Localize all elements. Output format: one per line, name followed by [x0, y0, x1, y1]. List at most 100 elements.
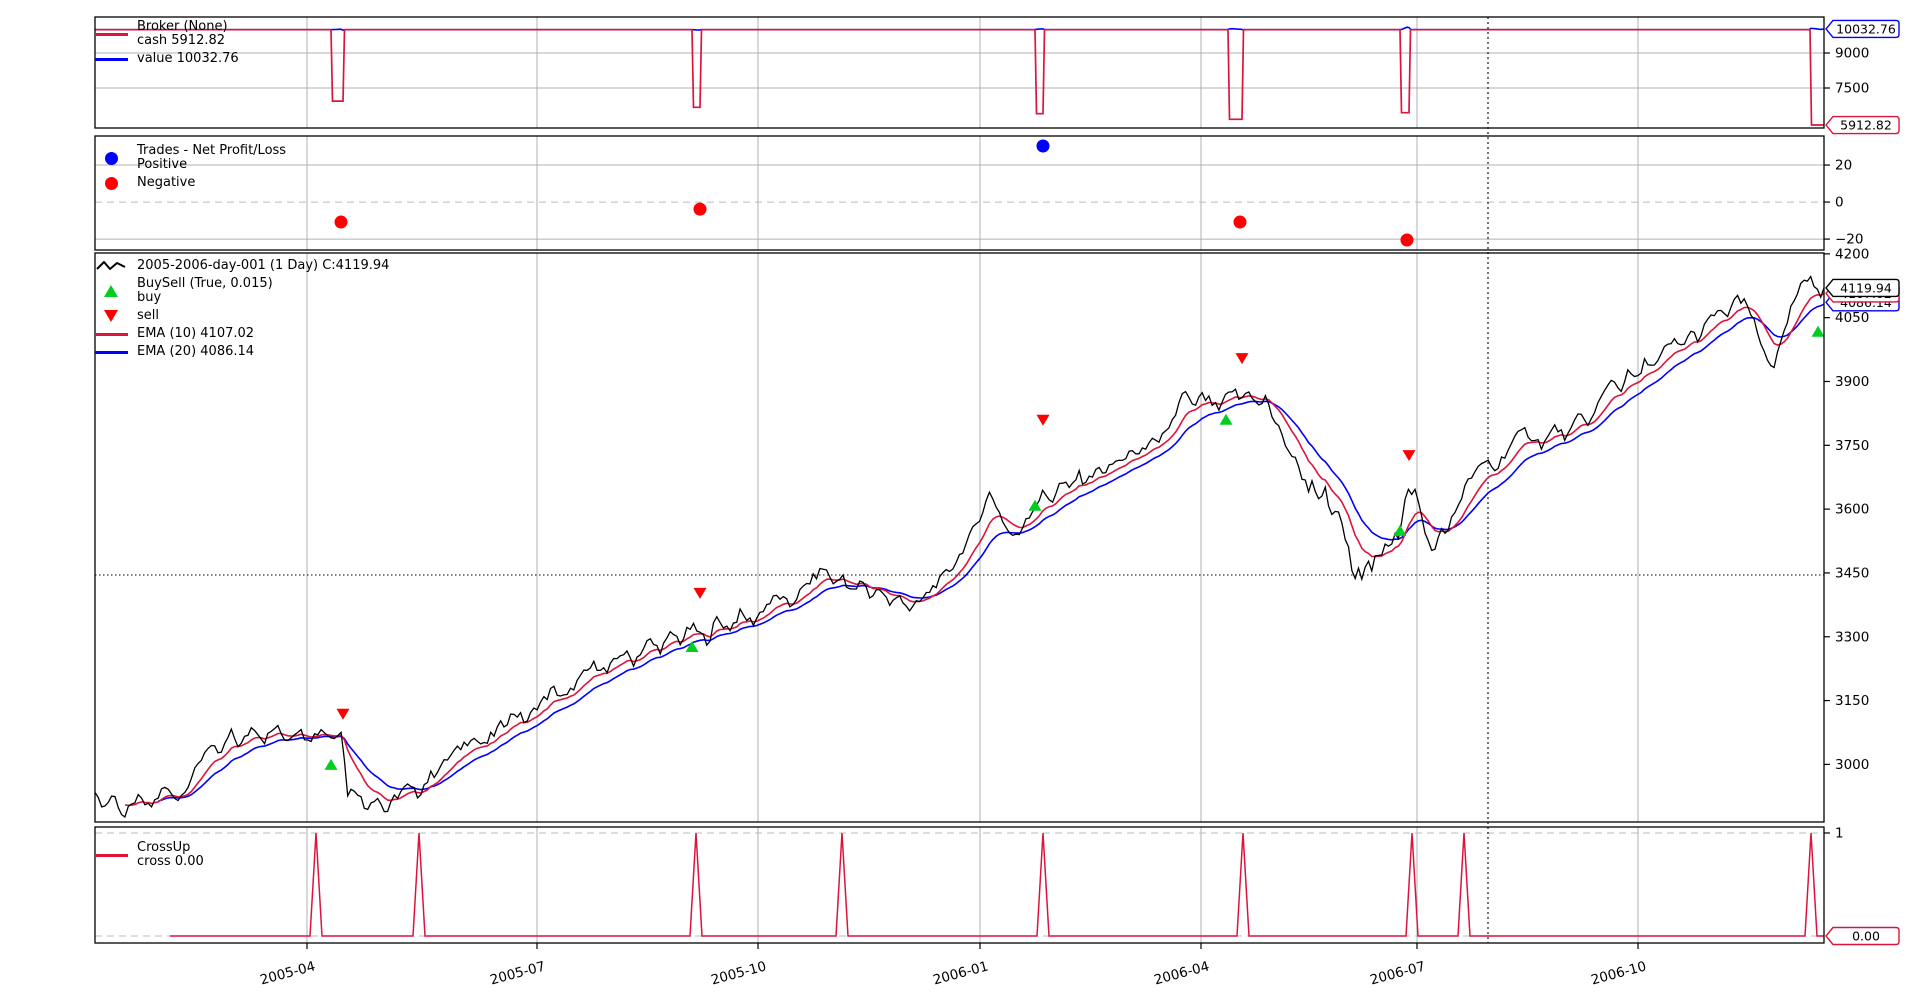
y-tick-label: 4200: [1835, 246, 1869, 262]
legend-label: 2005-2006-day-001 (1 Day) C:4119.94: [137, 259, 389, 273]
sell-marker: [1036, 414, 1050, 426]
buy-triangle-icon: [104, 285, 118, 297]
line-swatch-icon: [94, 350, 128, 354]
crossup-panel-border: [94, 826, 1825, 944]
legend-label: value 10032.76: [137, 52, 239, 66]
legend-label: Trades - Net Profit/Loss Positive: [137, 144, 286, 172]
legend-dot-swatch-icon: [92, 151, 130, 165]
buy-marker: [1393, 524, 1407, 536]
trades-y-axis: 20 0 −20: [1824, 158, 1864, 248]
buy-marker: [1219, 413, 1233, 425]
cash-line: [95, 28, 1824, 126]
y-tick-label: 3450: [1835, 565, 1869, 581]
y-tick-label: 3150: [1835, 693, 1869, 709]
crossup-line: [170, 832, 1824, 937]
buy-marker: [685, 640, 699, 652]
crosshair: [95, 17, 1824, 943]
x-tick-label: 2005-10: [709, 958, 768, 988]
legend-label-line: value 10032.76: [137, 51, 239, 66]
positive-trade-dot: [1036, 139, 1050, 153]
negative-trade-dot: [693, 202, 707, 216]
legend-entry: Broker (None) cash 5912.82: [92, 20, 239, 48]
trade-pl-dots: [334, 139, 1414, 247]
legend-entry: Trades - Net Profit/Loss Positive: [92, 144, 286, 172]
legend-label: CrossUp cross 0.00: [137, 841, 204, 869]
legend-triangle-swatch-icon: [92, 310, 130, 322]
dot-swatch-icon: [104, 176, 118, 190]
x-tick-label: 2005-04: [258, 958, 317, 988]
price-panel: [94, 275, 1825, 819]
legend-entry: BuySell (True, 0.015) buy: [92, 277, 389, 305]
axis-value-tag-label: 0.00: [1852, 928, 1880, 943]
legend-label-line: Negative: [137, 175, 196, 190]
legend-label-line: Broker (None): [137, 19, 228, 34]
legend-label-line: BuySell (True, 0.015): [137, 276, 273, 291]
legend-label-line: cash 5912.82: [137, 33, 226, 48]
legend-line-swatch-icon: [92, 853, 130, 857]
legend-entry: Negative: [92, 176, 286, 190]
axis-value-tag-label: 10032.76: [1836, 21, 1896, 36]
negative-trade-dot: [1400, 233, 1414, 247]
y-tick-label: 3000: [1835, 757, 1869, 773]
axis-value-tag-label: 5912.82: [1840, 118, 1892, 133]
legend-label-line: cross 0.00: [137, 854, 204, 869]
y-tick-label: 7500: [1835, 81, 1869, 97]
y-tick-label: 3750: [1835, 438, 1869, 454]
buy-marker: [1028, 499, 1042, 511]
y-tick-label: 3600: [1835, 502, 1869, 518]
y-tick-label: 0: [1835, 195, 1844, 211]
close-price-line: [94, 275, 1825, 819]
sell-marker: [693, 587, 707, 599]
crossup-panel: [170, 832, 1824, 937]
legend-label-line: Trades - Net Profit/Loss: [137, 143, 287, 158]
dot-swatch-icon: [104, 151, 118, 165]
legend-line-swatch-icon: [92, 350, 130, 354]
crossup-y-axis: 10.00: [1824, 825, 1900, 946]
axis-value-tag-label: 4119.94: [1840, 280, 1892, 295]
ema20-line: [157, 303, 1825, 802]
price-legend: 2005-2006-day-001 (1 Day) C:4119.94 BuySe…: [92, 259, 389, 363]
trades-panel-border: [94, 135, 1825, 251]
broker-y-axis: 9000 7500 10032.76 5912.82: [1824, 19, 1900, 135]
price-panel-border: [94, 252, 1825, 823]
legend-label: EMA (20) 4086.14: [137, 345, 254, 359]
line-swatch-icon: [94, 853, 128, 857]
ema10-line: [124, 293, 1825, 807]
sell-marker: [336, 708, 350, 720]
trades-legend: Trades - Net Profit/Loss Positive Negative: [92, 144, 286, 194]
y-tick-label: 20: [1835, 158, 1852, 174]
legend-entry: EMA (20) 4086.14: [92, 345, 389, 359]
broker-panel: [95, 26, 1825, 126]
legend-label-line: 2005-2006-day-001 (1 Day) C:4119.94: [137, 258, 390, 273]
legend-label-line: buy: [137, 290, 162, 305]
legend-label-line: EMA (10) 4107.02: [137, 326, 255, 341]
legend-label-line: Positive: [137, 157, 188, 172]
broker-legend: Broker (None) cash 5912.82 value 10032.76: [92, 20, 239, 70]
x-tick-label: 2006-07: [1368, 958, 1427, 988]
sell-marker: [1235, 353, 1249, 365]
y-tick-label: 1: [1835, 825, 1844, 841]
legend-label: Negative: [137, 176, 195, 190]
axis-value-tag: [1825, 278, 1900, 298]
x-tick-label: 2006-04: [1152, 958, 1211, 988]
line-swatch-icon: [94, 57, 128, 61]
legend-label: BuySell (True, 0.015) buy: [137, 277, 273, 305]
buy-marker: [1811, 325, 1825, 337]
legend-entry: EMA (10) 4107.02: [92, 327, 389, 341]
buy-marker: [324, 758, 338, 770]
crossup-legend: CrossUp cross 0.00: [92, 841, 204, 873]
legend-label: Broker (None) cash 5912.82: [137, 20, 228, 48]
axis-value-tag: [1825, 19, 1900, 39]
axis-value-tag: [1825, 926, 1900, 946]
legend-squiggle-swatch-icon: [92, 259, 130, 273]
legend-label-line: sell: [137, 308, 159, 323]
legend-entry: 2005-2006-day-001 (1 Day) C:4119.94: [92, 259, 389, 273]
broker-panel-border: [94, 16, 1825, 129]
legend-label: EMA (10) 4107.02: [137, 327, 254, 341]
legend-label-line: EMA (20) 4086.14: [137, 344, 255, 359]
x-axis: 2005-04 2005-07 2005-10 2006-01 2006-04 2006-…: [258, 943, 1648, 988]
price-y-axis: 4200405039003750360034503300315030004086…: [1824, 246, 1900, 773]
negative-trade-dot: [334, 215, 348, 229]
y-tick-label: 9000: [1835, 46, 1869, 62]
